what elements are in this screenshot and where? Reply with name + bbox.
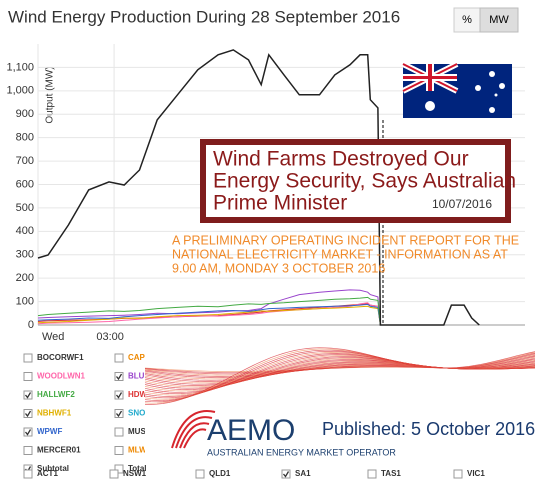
checkmark — [24, 410, 32, 418]
checkbox[interactable] — [114, 372, 124, 381]
checklist: BOCORWF1 CAPT WOODLWN1 BLUF HALLWF2 HDWF NBHWF… — [23, 353, 485, 479]
mw-button[interactable] — [479, 7, 519, 33]
y-tick-label: 0 — [28, 319, 34, 331]
checkbox-label: TAS1 — [381, 469, 401, 478]
y-tick-label: 100 — [16, 295, 34, 307]
y-tick-label: 1,000 — [6, 85, 34, 97]
series-line — [37, 302, 381, 326]
checkbox[interactable] — [23, 353, 33, 363]
y-axis-label: Output (MW) — [45, 66, 56, 123]
checkbox-label: NBHWF1 — [37, 409, 72, 418]
waves — [144, 347, 536, 405]
y-tick-label: 1,100 — [6, 61, 34, 73]
checkbox-label: QLD1 — [209, 469, 231, 478]
checkbox-label: BLUF — [128, 372, 149, 381]
checkmark — [115, 373, 123, 381]
checkmark — [282, 471, 290, 478]
headline-line: Wind Farms Destroyed Our — [213, 148, 469, 171]
report-line: 9.00 AM, MONDAY 3 OCTOBER 2016 — [172, 261, 385, 275]
checkbox[interactable] — [114, 390, 124, 400]
checkbox-label: CAPT — [128, 353, 150, 362]
mw-label: MW — [489, 14, 509, 26]
aemo-logo-mark — [171, 410, 216, 449]
checkbox-label: Total — [128, 464, 147, 473]
series-line — [37, 296, 381, 326]
checkbox[interactable] — [367, 469, 377, 479]
checkmark — [24, 429, 32, 436]
percent-label: % — [462, 14, 472, 26]
checkbox-label: SNOW — [128, 409, 153, 418]
checkbox[interactable] — [23, 409, 33, 418]
checkbox-label: SA1 — [295, 469, 311, 478]
checkbox[interactable] — [114, 353, 124, 363]
checkbox-label: ACT1 — [37, 469, 58, 478]
chart-title: Wind Energy Production During 28 Septemb… — [8, 7, 400, 26]
checkbox[interactable] — [23, 372, 33, 381]
checkbox[interactable] — [195, 469, 205, 479]
checkbox[interactable] — [114, 427, 124, 437]
australian-flag — [401, 61, 512, 118]
report-line: A PRELIMINARY OPERATING INCIDENT REPORT … — [172, 233, 519, 247]
checkbox-label: HALLWF2 — [37, 390, 75, 399]
checkbox-label: MLWF — [128, 446, 152, 455]
published: Published: 5 October 2016 — [322, 419, 535, 439]
x-tick-label: Wed — [42, 331, 64, 343]
checkbox[interactable] — [453, 469, 463, 479]
y-tick-label: 600 — [16, 178, 34, 190]
checkbox[interactable] — [281, 469, 291, 479]
y-tick-label: 700 — [16, 155, 34, 167]
checkbox[interactable] — [114, 446, 124, 455]
x-tick-label: 03:00 — [96, 331, 124, 343]
checkbox[interactable] — [23, 469, 33, 479]
checkmark — [24, 392, 32, 399]
headline-box — [200, 139, 511, 223]
checkboxes: BOCORWF1 CAPT WOODLWN1 BLUF HALLWF2 HDWF NBHWF… — [23, 353, 485, 479]
report-line: NATIONAL ELECTRICITY MARKET - INFORMATIO… — [172, 247, 508, 261]
checkmark — [115, 392, 123, 399]
checkbox-label: WPWF — [37, 427, 62, 436]
checkbox[interactable] — [23, 427, 33, 437]
checkbox-label: Subtotal — [37, 464, 69, 473]
checkbox-label: BOCORWF1 — [37, 353, 84, 362]
wave — [144, 347, 536, 405]
aemo-banner — [145, 335, 539, 462]
checkbox[interactable] — [23, 390, 33, 400]
checkbox-label: MUSS — [128, 427, 152, 436]
aemo-logo: AEMO — [207, 414, 295, 447]
y-tick-label: 200 — [16, 272, 34, 284]
checkbox-label: NSW1 — [123, 469, 147, 478]
series-line — [37, 49, 480, 326]
checkbox-label: MERCER01 — [37, 446, 81, 455]
headline-date: 10/07/2016 — [432, 197, 492, 211]
y-tick-label: 400 — [16, 225, 34, 237]
checkmark — [115, 410, 123, 418]
series-line — [37, 305, 381, 326]
series-line — [37, 303, 381, 326]
checkbox[interactable] — [23, 446, 33, 455]
percent-button[interactable] — [453, 7, 481, 33]
y-tick-label: 300 — [16, 249, 34, 261]
y-tick-label: 900 — [16, 108, 34, 120]
checkbox[interactable] — [114, 464, 124, 474]
headline-line: Prime Minister — [213, 192, 347, 215]
plot — [37, 49, 480, 326]
checkbox-label: VIC1 — [467, 469, 485, 478]
y-tick-label: 800 — [16, 132, 34, 144]
series-line — [37, 289, 381, 326]
checkbox-label: HDWF — [128, 390, 152, 399]
checkbox-label: WOODLWN1 — [37, 372, 86, 381]
headline-line: Energy Security, Says Australian — [213, 170, 516, 193]
checkbox[interactable] — [114, 409, 124, 418]
y-tick-label: 500 — [16, 202, 34, 214]
aemo-subtitle: AUSTRALIAN ENERGY MARKET OPERATOR — [207, 447, 396, 457]
checkbox[interactable] — [109, 469, 119, 479]
